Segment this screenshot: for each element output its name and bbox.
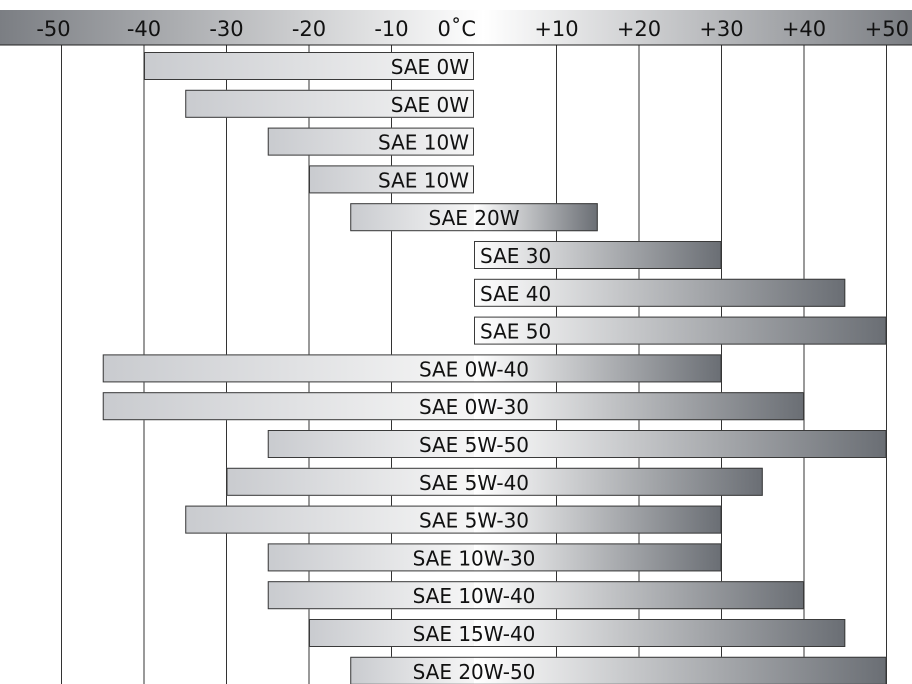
x-tick-label: -20 bbox=[292, 17, 326, 41]
range-bar: SAE 5W-50 bbox=[267, 430, 887, 458]
x-tick-label: +10 bbox=[534, 17, 578, 41]
axis-band bbox=[0, 10, 912, 45]
range-bar-cold-segment bbox=[102, 354, 474, 383]
range-bar: SAE 5W-40 bbox=[226, 467, 763, 496]
x-tick-label: +30 bbox=[699, 17, 743, 41]
range-bar-label: SAE 5W-30 bbox=[419, 509, 529, 533]
range-bar-cold-segment bbox=[185, 505, 474, 534]
range-bar-warm-segment bbox=[474, 505, 722, 534]
range-bar-cold-segment bbox=[309, 165, 474, 194]
range-bar: SAE 10W bbox=[267, 127, 474, 156]
range-bar-warm-segment bbox=[474, 278, 846, 307]
range-bar-cold-segment bbox=[267, 127, 474, 156]
range-bar-cold-segment bbox=[267, 430, 474, 458]
x-tick-label: -10 bbox=[374, 17, 408, 41]
range-bar-cold-segment bbox=[350, 203, 474, 232]
range-bar-cold-segment bbox=[350, 656, 474, 684]
x-tick-label: 0˚C bbox=[437, 17, 476, 41]
range-bar-warm-segment bbox=[474, 430, 887, 458]
range-bar-outline bbox=[102, 392, 804, 421]
range-bars: SAE 0W SAE 0W SAE 10W SAE 10W SAE 20W SAE 30 S… bbox=[102, 52, 887, 684]
range-bar: SAE 5W-30 bbox=[185, 505, 722, 534]
range-bar-warm-segment bbox=[474, 656, 887, 684]
range-bar-label: SAE 40 bbox=[480, 282, 551, 306]
range-bar-label: SAE 20W bbox=[429, 206, 520, 230]
range-bar-label: SAE 30 bbox=[480, 244, 551, 268]
range-bar-label: SAE 0W bbox=[391, 55, 469, 79]
range-bar-label: SAE 10W-40 bbox=[413, 584, 536, 608]
range-bar-outline bbox=[185, 89, 474, 118]
range-bar-warm-segment bbox=[474, 467, 763, 496]
x-tick-label: +20 bbox=[617, 17, 661, 41]
range-bar: SAE 10W-40 bbox=[267, 581, 804, 610]
range-bar-outline bbox=[350, 203, 598, 232]
range-bar-warm-segment bbox=[474, 619, 846, 647]
range-bar: SAE 10W bbox=[309, 165, 474, 194]
range-bar-warm-segment bbox=[474, 316, 887, 345]
range-bar-warm-segment bbox=[474, 203, 598, 232]
range-bar-warm-segment bbox=[474, 543, 722, 572]
range-bar-warm-segment bbox=[474, 392, 804, 421]
range-bar-outline bbox=[267, 127, 474, 156]
range-bar-cold-segment bbox=[185, 89, 474, 118]
range-bar-outline bbox=[267, 430, 887, 458]
range-bar-label: SAE 5W-40 bbox=[419, 471, 529, 495]
range-bar-label: SAE 10W bbox=[378, 131, 469, 155]
range-bar-label: SAE 15W-40 bbox=[413, 622, 536, 646]
range-bar-label: SAE 0W-30 bbox=[419, 395, 529, 419]
x-tick-label: -50 bbox=[36, 17, 70, 41]
range-bar-label: SAE 20W-50 bbox=[413, 660, 536, 684]
range-bar: SAE 15W-40 bbox=[309, 619, 846, 647]
range-bar-outline bbox=[309, 619, 846, 647]
range-bar-outline bbox=[267, 543, 722, 572]
range-bar-warm-segment bbox=[474, 241, 722, 269]
range-bar-outline bbox=[474, 241, 722, 269]
range-bar-warm-segment bbox=[474, 581, 804, 610]
range-bar-outline bbox=[474, 278, 846, 307]
range-bar-cold-segment bbox=[267, 581, 474, 610]
range-bar-label: SAE 10W bbox=[378, 168, 469, 192]
x-tick-label: -40 bbox=[127, 17, 161, 41]
range-bar-warm-segment bbox=[474, 354, 722, 383]
range-bar-outline bbox=[185, 505, 722, 534]
range-bar: SAE 20W bbox=[350, 203, 598, 232]
range-bar-outline bbox=[102, 354, 722, 383]
range-bar-label: SAE 0W-40 bbox=[419, 357, 529, 381]
range-bar-cold-segment bbox=[144, 52, 474, 80]
range-bar-cold-segment bbox=[267, 543, 474, 572]
x-tick-label: +40 bbox=[782, 17, 826, 41]
range-bar-outline bbox=[474, 316, 887, 345]
range-bar-outline bbox=[267, 581, 804, 610]
range-bar-label: SAE 50 bbox=[480, 320, 551, 344]
x-tick-label: +50 bbox=[865, 17, 909, 41]
range-bar: SAE 10W-30 bbox=[267, 543, 722, 572]
x-tick-label: -30 bbox=[209, 17, 243, 41]
range-bar-label: SAE 0W bbox=[391, 93, 469, 117]
range-bar: SAE 0W bbox=[185, 89, 474, 118]
range-bar-cold-segment bbox=[309, 619, 474, 647]
range-bar-cold-segment bbox=[226, 467, 474, 496]
range-bar: SAE 0W-30 bbox=[102, 392, 804, 421]
range-bar: SAE 30 bbox=[474, 241, 722, 269]
range-bar: SAE 50 bbox=[474, 316, 887, 345]
range-bar: SAE 0W bbox=[144, 52, 474, 80]
range-bar-outline bbox=[309, 165, 474, 194]
x-axis-tick-labels: -50 -40 -30 -20 -10 0˚C +10 +20 +30 +40 +50 bbox=[36, 17, 909, 41]
range-bar-outline bbox=[226, 467, 763, 496]
range-bar-label: SAE 5W-50 bbox=[419, 433, 529, 457]
range-bar-cold-segment bbox=[102, 392, 474, 421]
range-bar: SAE 40 bbox=[474, 278, 846, 307]
range-bar: SAE 20W-50 bbox=[350, 656, 887, 684]
range-bar-outline bbox=[144, 52, 474, 80]
range-bar: SAE 0W-40 bbox=[102, 354, 722, 383]
range-bar-outline bbox=[350, 656, 887, 684]
range-bar-label: SAE 10W-30 bbox=[413, 546, 536, 570]
